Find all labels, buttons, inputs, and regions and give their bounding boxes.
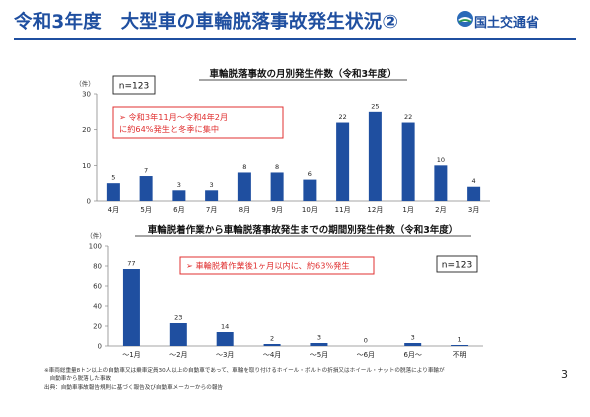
monthly-callout-box [112, 106, 284, 139]
monthly-bar [270, 172, 284, 201]
title-divider [14, 38, 576, 40]
period-bar [404, 343, 422, 346]
period-y-tick-label: 40 [93, 303, 102, 311]
monthly-count-label: n=123 [119, 82, 149, 92]
period-value-label: 2 [270, 335, 274, 343]
period-value-label: 77 [127, 260, 135, 268]
monthly-value-label: 3 [210, 181, 214, 189]
monthly-x-tick-label: 3月 [468, 206, 479, 214]
footnote-1: ※車両総重量8トン以上の自動車又は乗車定員30人以上の自動車であって、車輪を取り… [44, 368, 445, 374]
monthly-chart-title: 車輪脱落事故の月別発生件数（令和3年度） [209, 68, 396, 80]
footnote-2: 自動車から脱落した事故 [44, 376, 112, 382]
period-value-label: 1 [457, 336, 461, 344]
monthly-x-tick-label: 12月 [367, 206, 383, 214]
monthly-value-label: 7 [144, 167, 148, 175]
period-x-tick-label: ～6月 [357, 351, 375, 359]
monthly-x-tick-label: 2月 [435, 206, 446, 214]
monthly-y-unit-label: （件） [75, 79, 95, 88]
period-value-label: 0 [364, 337, 368, 345]
monthly-callout-text: に約64%発生と冬季に集中 [119, 124, 219, 134]
period-x-tick-label: ～2月 [169, 351, 187, 359]
monthly-value-label: 4 [472, 177, 476, 185]
period-x-tick-label: ～4月 [263, 351, 281, 359]
period-bar [263, 344, 281, 346]
period-y-tick-label: 100 [89, 243, 102, 251]
period-bar [216, 332, 234, 346]
monthly-x-tick-label: 9月 [271, 206, 282, 214]
period-y-tick-label: 80 [93, 263, 102, 271]
period-bar [169, 323, 187, 346]
monthly-x-tick-label: 11月 [335, 206, 351, 214]
monthly-callout-text: ➢ 令和3年11月～令和4年2月 [119, 112, 228, 122]
monthly-bar [467, 186, 481, 201]
period-value-label: 3 [411, 334, 415, 342]
monthly-value-label: 8 [242, 163, 246, 171]
monthly-value-label: 8 [275, 163, 279, 171]
monthly-x-tick-label: 1月 [402, 206, 413, 214]
period-x-tick-label: ～5月 [310, 351, 328, 359]
period-y-tick-label: 60 [93, 283, 102, 291]
period-bar [122, 269, 140, 346]
monthly-bar [303, 179, 317, 201]
monthly-count-box [112, 75, 156, 95]
period-x-tick-label: 不明 [453, 351, 467, 359]
period-value-label: 14 [221, 323, 229, 331]
period-x-tick-label: 6月～ [403, 351, 421, 359]
monthly-bar [434, 165, 448, 201]
monthly-x-tick-label: 4月 [108, 206, 119, 214]
monthly-bar [172, 190, 186, 201]
monthly-y-tick-label: 0 [87, 198, 91, 206]
monthly-bar [237, 172, 251, 201]
monthly-value-label: 22 [404, 113, 412, 121]
monthly-value-label: 3 [177, 181, 181, 189]
monthly-bar [106, 183, 120, 201]
mlit-logo-icon [457, 11, 473, 27]
period-bar [451, 345, 469, 346]
monthly-bar [368, 111, 382, 201]
period-chart-title: 車輪脱着作業から車輪脱落事故発生までの期間別発生件数（令和3年度） [148, 224, 459, 236]
monthly-y-tick-label: 30 [82, 91, 91, 99]
period-y-tick-label: 0 [98, 343, 102, 351]
period-value-label: 23 [174, 314, 182, 322]
period-x-tick-label: ～1月 [122, 351, 140, 359]
monthly-value-label: 10 [437, 156, 445, 164]
period-count-box [436, 255, 478, 273]
monthly-accidents-chart: 車輪脱落事故の月別発生件数（令和3年度） （件） 0 10 20 30 5 4月 7 5月 3 6月 3… [75, 68, 490, 214]
monthly-x-tick-label: 5月 [140, 206, 151, 214]
period-bar [310, 343, 328, 346]
monthly-bar [401, 122, 415, 201]
period-count-label: n=123 [442, 261, 472, 271]
monthly-bar [336, 122, 350, 201]
page-title: 令和3年度 大型車の車輪脱落事故発生状況② [14, 12, 399, 33]
monthly-value-label: 5 [111, 174, 115, 182]
period-accidents-chart: 車輪脱着作業から車輪脱落事故発生までの期間別発生件数（令和3年度）（件）0204… [86, 224, 483, 359]
monthly-x-tick-label: 8月 [239, 206, 250, 214]
ministry-name: 国土交通省 [474, 16, 540, 31]
monthly-x-tick-label: 6月 [173, 206, 184, 214]
period-x-tick-label: ～3月 [216, 351, 234, 359]
page-number: 3 [561, 368, 568, 381]
footnote-source: 出典：自動車事故報告規則に基づく報告及び自動車メーカーからの報告 [44, 385, 224, 391]
monthly-x-tick-label: 7月 [206, 206, 217, 214]
monthly-y-tick-label: 10 [82, 162, 91, 170]
monthly-value-label: 6 [308, 170, 312, 178]
monthly-bar [205, 190, 219, 201]
period-y-unit-label: （件） [86, 231, 106, 240]
monthly-y-tick-label: 20 [82, 126, 91, 134]
period-y-tick-label: 20 [93, 323, 102, 331]
monthly-value-label: 22 [338, 113, 346, 121]
period-callout-text: ➢ 車輪脱着作業後1ヶ月以内に、約63%発生 [186, 261, 350, 271]
monthly-x-tick-label: 10月 [302, 206, 318, 214]
period-value-label: 3 [317, 334, 321, 342]
period-callout-box [179, 256, 375, 275]
monthly-value-label: 25 [371, 102, 379, 110]
monthly-bar [139, 176, 153, 201]
